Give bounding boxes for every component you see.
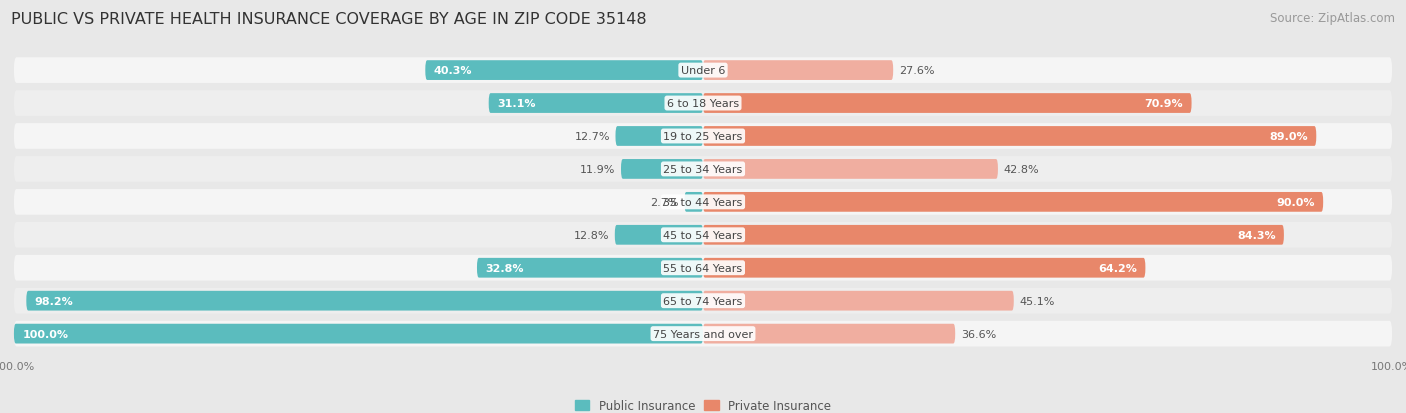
Text: 42.8%: 42.8% — [1004, 164, 1039, 175]
FancyBboxPatch shape — [14, 321, 1392, 347]
Text: 27.6%: 27.6% — [898, 66, 934, 76]
FancyBboxPatch shape — [703, 192, 1323, 212]
FancyBboxPatch shape — [489, 94, 703, 114]
FancyBboxPatch shape — [703, 61, 893, 81]
FancyBboxPatch shape — [14, 324, 703, 344]
Text: 36.6%: 36.6% — [960, 329, 995, 339]
FancyBboxPatch shape — [703, 127, 1316, 147]
Text: 35 to 44 Years: 35 to 44 Years — [664, 197, 742, 207]
FancyBboxPatch shape — [703, 160, 998, 179]
Text: Source: ZipAtlas.com: Source: ZipAtlas.com — [1270, 12, 1395, 25]
Text: 25 to 34 Years: 25 to 34 Years — [664, 164, 742, 175]
Text: 31.1%: 31.1% — [496, 99, 536, 109]
FancyBboxPatch shape — [425, 61, 703, 81]
FancyBboxPatch shape — [621, 160, 703, 179]
FancyBboxPatch shape — [14, 58, 1392, 84]
Text: 45 to 54 Years: 45 to 54 Years — [664, 230, 742, 240]
Text: 6 to 18 Years: 6 to 18 Years — [666, 99, 740, 109]
Text: 98.2%: 98.2% — [35, 296, 73, 306]
FancyBboxPatch shape — [703, 291, 1014, 311]
Text: Under 6: Under 6 — [681, 66, 725, 76]
Text: 32.8%: 32.8% — [485, 263, 524, 273]
FancyBboxPatch shape — [14, 91, 1392, 116]
Legend: Public Insurance, Private Insurance: Public Insurance, Private Insurance — [571, 394, 835, 413]
Text: 75 Years and over: 75 Years and over — [652, 329, 754, 339]
FancyBboxPatch shape — [703, 258, 1146, 278]
FancyBboxPatch shape — [477, 258, 703, 278]
Text: 19 to 25 Years: 19 to 25 Years — [664, 132, 742, 142]
Text: 11.9%: 11.9% — [581, 164, 616, 175]
Text: 89.0%: 89.0% — [1270, 132, 1308, 142]
FancyBboxPatch shape — [14, 124, 1392, 150]
Text: 45.1%: 45.1% — [1019, 296, 1054, 306]
Text: 64.2%: 64.2% — [1098, 263, 1137, 273]
Text: 12.8%: 12.8% — [574, 230, 609, 240]
FancyBboxPatch shape — [14, 223, 1392, 248]
FancyBboxPatch shape — [14, 190, 1392, 215]
Text: 12.7%: 12.7% — [575, 132, 610, 142]
FancyBboxPatch shape — [14, 288, 1392, 314]
Text: 65 to 74 Years: 65 to 74 Years — [664, 296, 742, 306]
FancyBboxPatch shape — [616, 127, 703, 147]
Text: 40.3%: 40.3% — [433, 66, 472, 76]
FancyBboxPatch shape — [703, 225, 1284, 245]
FancyBboxPatch shape — [685, 192, 703, 212]
Text: 2.7%: 2.7% — [651, 197, 679, 207]
Text: 84.3%: 84.3% — [1237, 230, 1275, 240]
FancyBboxPatch shape — [27, 291, 703, 311]
FancyBboxPatch shape — [614, 225, 703, 245]
Text: 70.9%: 70.9% — [1144, 99, 1184, 109]
FancyBboxPatch shape — [703, 94, 1191, 114]
Text: PUBLIC VS PRIVATE HEALTH INSURANCE COVERAGE BY AGE IN ZIP CODE 35148: PUBLIC VS PRIVATE HEALTH INSURANCE COVER… — [11, 12, 647, 27]
FancyBboxPatch shape — [14, 255, 1392, 281]
Text: 55 to 64 Years: 55 to 64 Years — [664, 263, 742, 273]
FancyBboxPatch shape — [14, 157, 1392, 182]
Text: 90.0%: 90.0% — [1277, 197, 1315, 207]
Text: 100.0%: 100.0% — [22, 329, 67, 339]
FancyBboxPatch shape — [703, 324, 955, 344]
